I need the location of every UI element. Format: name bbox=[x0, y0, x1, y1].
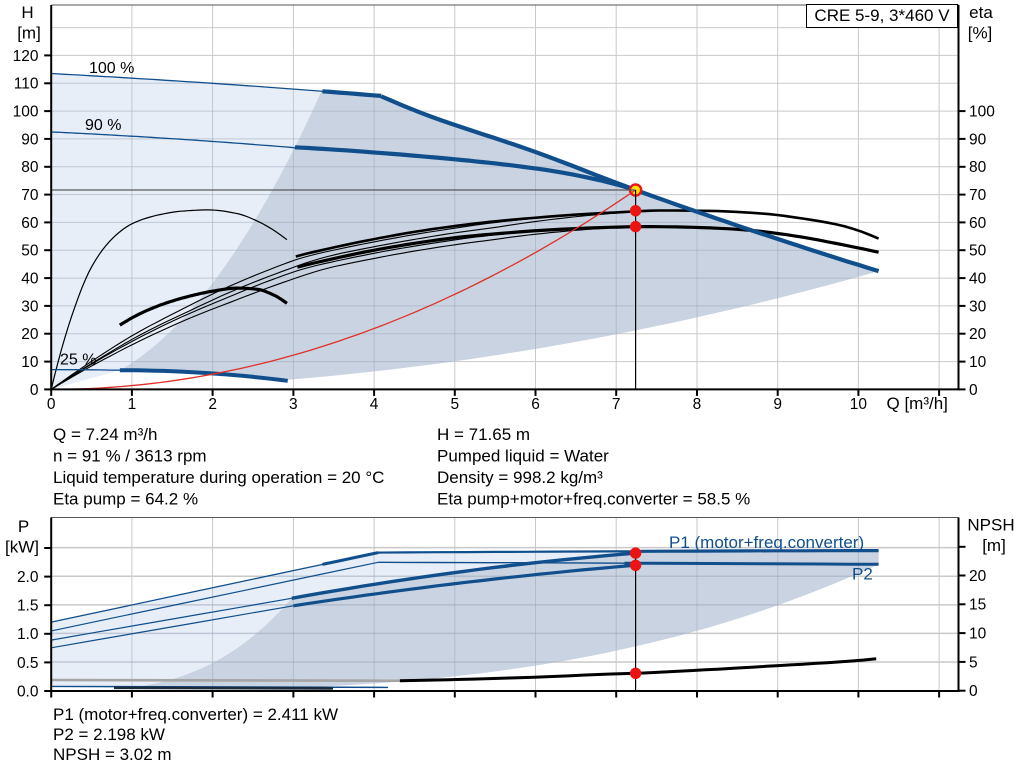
svg-text:0: 0 bbox=[30, 382, 39, 399]
svg-text:Q [m³/h]: Q [m³/h] bbox=[887, 394, 948, 413]
svg-text:P1 (motor+freq.converter) = 2.: P1 (motor+freq.converter) = 2.411 kW bbox=[53, 705, 338, 724]
svg-text:0.5: 0.5 bbox=[17, 655, 39, 672]
svg-text:P1 (motor+freq.converter): P1 (motor+freq.converter) bbox=[669, 533, 864, 552]
svg-text:6: 6 bbox=[531, 396, 540, 413]
svg-text:Density = 998.2 kg/m³: Density = 998.2 kg/m³ bbox=[437, 468, 603, 487]
svg-text:Eta pump+motor+freq.converter: Eta pump+motor+freq.converter = 58.5 % bbox=[437, 490, 750, 509]
svg-text:P2: P2 bbox=[852, 565, 873, 584]
svg-text:25 %: 25 % bbox=[60, 352, 96, 369]
svg-text:4: 4 bbox=[370, 396, 379, 413]
svg-text:7: 7 bbox=[612, 396, 621, 413]
svg-text:1.0: 1.0 bbox=[17, 626, 39, 643]
svg-text:30: 30 bbox=[969, 298, 987, 315]
svg-text:40: 40 bbox=[969, 270, 987, 287]
svg-text:0.0: 0.0 bbox=[17, 683, 39, 700]
svg-text:10: 10 bbox=[969, 626, 987, 643]
svg-text:eta: eta bbox=[969, 3, 993, 22]
svg-text:60: 60 bbox=[969, 215, 987, 232]
svg-text:2.0: 2.0 bbox=[17, 569, 39, 586]
svg-text:100: 100 bbox=[969, 104, 995, 121]
svg-text:110: 110 bbox=[14, 76, 39, 93]
svg-text:30: 30 bbox=[21, 298, 39, 315]
svg-text:20: 20 bbox=[21, 326, 39, 343]
svg-text:2: 2 bbox=[208, 396, 217, 413]
svg-text:120: 120 bbox=[13, 48, 39, 65]
svg-text:1: 1 bbox=[128, 396, 137, 413]
svg-text:0: 0 bbox=[969, 382, 978, 399]
svg-text:P2 = 2.198 kW: P2 = 2.198 kW bbox=[53, 725, 165, 744]
svg-text:Eta pump = 64.2 %: Eta pump = 64.2 % bbox=[53, 490, 198, 509]
svg-text:100: 100 bbox=[13, 104, 39, 121]
svg-text:90: 90 bbox=[969, 131, 987, 148]
svg-text:70: 70 bbox=[969, 187, 987, 204]
svg-text:[m]: [m] bbox=[17, 24, 41, 43]
svg-text:60: 60 bbox=[21, 215, 39, 232]
svg-text:10: 10 bbox=[850, 396, 868, 413]
svg-text:5: 5 bbox=[450, 396, 459, 413]
svg-text:5: 5 bbox=[969, 654, 978, 671]
svg-text:70: 70 bbox=[21, 187, 39, 204]
svg-text:8: 8 bbox=[693, 396, 702, 413]
svg-text:P: P bbox=[18, 517, 29, 536]
svg-text:n = 91 % / 3613 rpm: n = 91 % / 3613 rpm bbox=[53, 447, 207, 466]
svg-text:9: 9 bbox=[773, 396, 782, 413]
svg-text:40: 40 bbox=[21, 270, 39, 287]
svg-text:10: 10 bbox=[21, 354, 39, 371]
svg-text:0: 0 bbox=[47, 396, 56, 413]
svg-text:0: 0 bbox=[969, 683, 978, 700]
svg-text:50: 50 bbox=[21, 243, 39, 260]
svg-text:Q = 7.24 m³/h: Q = 7.24 m³/h bbox=[53, 425, 157, 444]
svg-text:100 %: 100 % bbox=[89, 60, 134, 77]
svg-text:15: 15 bbox=[969, 597, 986, 614]
svg-text:1.5: 1.5 bbox=[17, 598, 39, 615]
svg-text:[kW]: [kW] bbox=[5, 538, 39, 557]
svg-text:80: 80 bbox=[969, 159, 987, 176]
svg-text:[m]: [m] bbox=[982, 536, 1006, 555]
svg-text:10: 10 bbox=[969, 354, 987, 371]
svg-text:NPSH: NPSH bbox=[967, 516, 1014, 535]
svg-text:50: 50 bbox=[969, 243, 987, 260]
svg-text:[%]: [%] bbox=[968, 24, 993, 43]
svg-text:3: 3 bbox=[289, 396, 298, 413]
svg-text:80: 80 bbox=[21, 159, 39, 176]
svg-text:NPSH = 3.02 m: NPSH = 3.02 m bbox=[53, 745, 172, 764]
svg-text:H: H bbox=[21, 3, 33, 22]
svg-text:Pumped liquid = Water: Pumped liquid = Water bbox=[437, 447, 609, 466]
svg-text:90: 90 bbox=[21, 131, 39, 148]
svg-text:90 %: 90 % bbox=[85, 117, 121, 134]
svg-text:CRE 5-9, 3*460 V: CRE 5-9, 3*460 V bbox=[814, 6, 950, 25]
svg-text:H = 71.65 m: H = 71.65 m bbox=[437, 425, 530, 444]
svg-text:Liquid temperature during oper: Liquid temperature during operation = 20… bbox=[53, 468, 384, 487]
svg-text:20: 20 bbox=[969, 326, 987, 343]
svg-text:20: 20 bbox=[969, 568, 987, 585]
